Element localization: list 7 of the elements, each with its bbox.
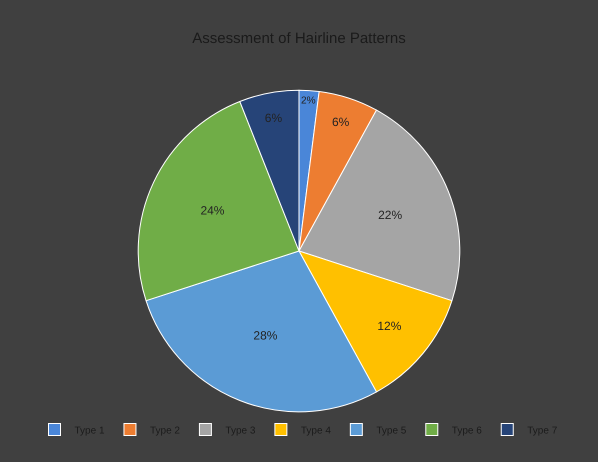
data-label: 2%: [301, 95, 316, 106]
data-label: 24%: [200, 203, 225, 218]
data-label: 28%: [253, 328, 278, 342]
data-label: 22%: [378, 208, 402, 222]
data-label: 12%: [377, 318, 402, 333]
data-label: 6%: [264, 110, 282, 125]
data-label: 6%: [332, 115, 350, 130]
